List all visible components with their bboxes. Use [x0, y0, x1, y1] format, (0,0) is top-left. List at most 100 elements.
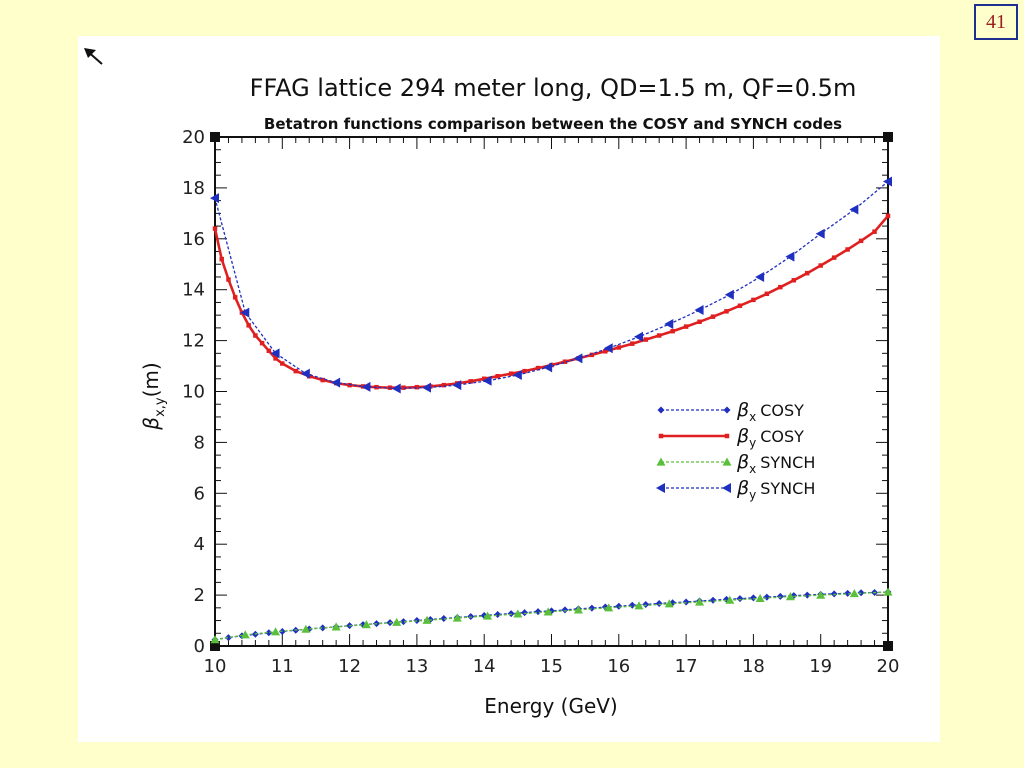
data-point: [723, 406, 731, 414]
y-tick-label: 20: [182, 127, 205, 148]
data-point: [588, 604, 596, 612]
x-tick-label: 10: [204, 656, 227, 677]
data-point: [331, 622, 341, 631]
data-point: [755, 593, 765, 603]
data-point: [670, 328, 675, 334]
data-point: [815, 228, 825, 239]
legend-subscript: x: [749, 462, 756, 476]
data-point: [441, 382, 447, 388]
cursor-arrow-icon: [84, 48, 103, 65]
data-point: [483, 611, 493, 620]
data-point: [830, 590, 838, 598]
data-point: [562, 359, 568, 364]
data-point: [535, 365, 541, 371]
data-point: [664, 319, 674, 330]
data-point: [749, 594, 757, 602]
x-tick-label: 11: [271, 656, 294, 677]
data-point: [736, 595, 744, 603]
y-tick-label: 8: [194, 432, 205, 453]
data-point: [791, 278, 797, 283]
data-point: [634, 601, 644, 610]
data-point: [633, 331, 643, 342]
data-point: [513, 609, 523, 618]
x-axis-label: Energy (GeV): [484, 694, 617, 718]
y-tick-label: 18: [182, 178, 205, 199]
figure-panel: FFAG lattice 294 meter long, QD=1.5 m, Q…: [78, 36, 940, 742]
x-tick-label: 18: [742, 656, 765, 677]
data-point: [293, 368, 298, 374]
y-axis-symbol: β: [139, 417, 163, 431]
data-point: [751, 297, 756, 303]
data-point: [266, 348, 272, 354]
data-point: [495, 373, 500, 379]
data-point: [755, 271, 765, 282]
data-point: [534, 608, 542, 616]
data-point: [226, 277, 231, 282]
legend-entry-2: βy COSY: [658, 425, 804, 450]
data-point: [763, 593, 771, 601]
data-point: [603, 349, 608, 354]
legend-label: βy SYNCH: [736, 477, 815, 502]
y-tick-label: 16: [182, 229, 205, 250]
legend-series-name: COSY: [760, 427, 804, 446]
data-point: [656, 483, 665, 493]
data-point: [724, 289, 734, 300]
data-point: [246, 323, 251, 328]
data-point: [452, 613, 462, 622]
data-point: [805, 270, 810, 276]
y-tick-label: 6: [194, 483, 205, 504]
data-point: [468, 379, 473, 384]
chart: FFAG lattice 294 meter long, QD=1.5 m, Q…: [84, 48, 899, 718]
data-point: [616, 345, 622, 350]
data-point: [414, 384, 420, 390]
legend-subscript: x: [749, 410, 756, 424]
data-point: [521, 609, 529, 617]
y-tick-label: 14: [182, 280, 205, 301]
data-point: [845, 247, 850, 252]
data-point: [656, 457, 666, 466]
data-point: [319, 624, 327, 632]
data-point: [778, 284, 783, 290]
data-point: [494, 610, 502, 618]
data-point: [695, 597, 705, 606]
data-point: [561, 606, 569, 614]
legend-subscript: y: [749, 488, 756, 502]
data-point: [737, 303, 743, 308]
data-point: [776, 592, 784, 600]
data-point: [709, 596, 717, 604]
x-tick-label: 16: [607, 656, 630, 677]
legend-symbol: β: [736, 477, 749, 499]
data-point: [722, 457, 732, 466]
data-point: [710, 314, 716, 319]
data-point: [642, 601, 650, 609]
data-point: [872, 229, 877, 234]
data-point: [232, 295, 238, 300]
x-tick-label: 20: [877, 656, 900, 677]
data-point: [885, 213, 891, 219]
data-point: [858, 238, 864, 244]
data-point: [630, 341, 635, 346]
data-point: [818, 263, 823, 268]
data-point: [392, 617, 402, 626]
axes: 10 11 12 13 14 15 16 17 18 19 20 0 2 4 6 8 10 12 14 16 18 20: [182, 127, 899, 677]
data-point: [589, 352, 595, 358]
data-point: [643, 337, 648, 342]
data-point: [522, 368, 527, 374]
data-point: [604, 603, 614, 612]
x-tick-label: 17: [675, 656, 698, 677]
data-point: [422, 615, 432, 624]
y-tick-label: 10: [182, 382, 205, 403]
data-point: [849, 204, 859, 215]
data-point: [764, 291, 770, 297]
data-point: [785, 592, 795, 601]
data-point: [512, 369, 522, 380]
slide-number: 41: [974, 4, 1018, 40]
data-point: [657, 406, 665, 414]
data-point: [816, 590, 826, 599]
data-point: [725, 595, 735, 604]
legend-symbol: β: [736, 399, 749, 421]
plot-series: [210, 176, 893, 644]
data-point: [273, 356, 278, 361]
plot-frame: [214, 136, 889, 647]
